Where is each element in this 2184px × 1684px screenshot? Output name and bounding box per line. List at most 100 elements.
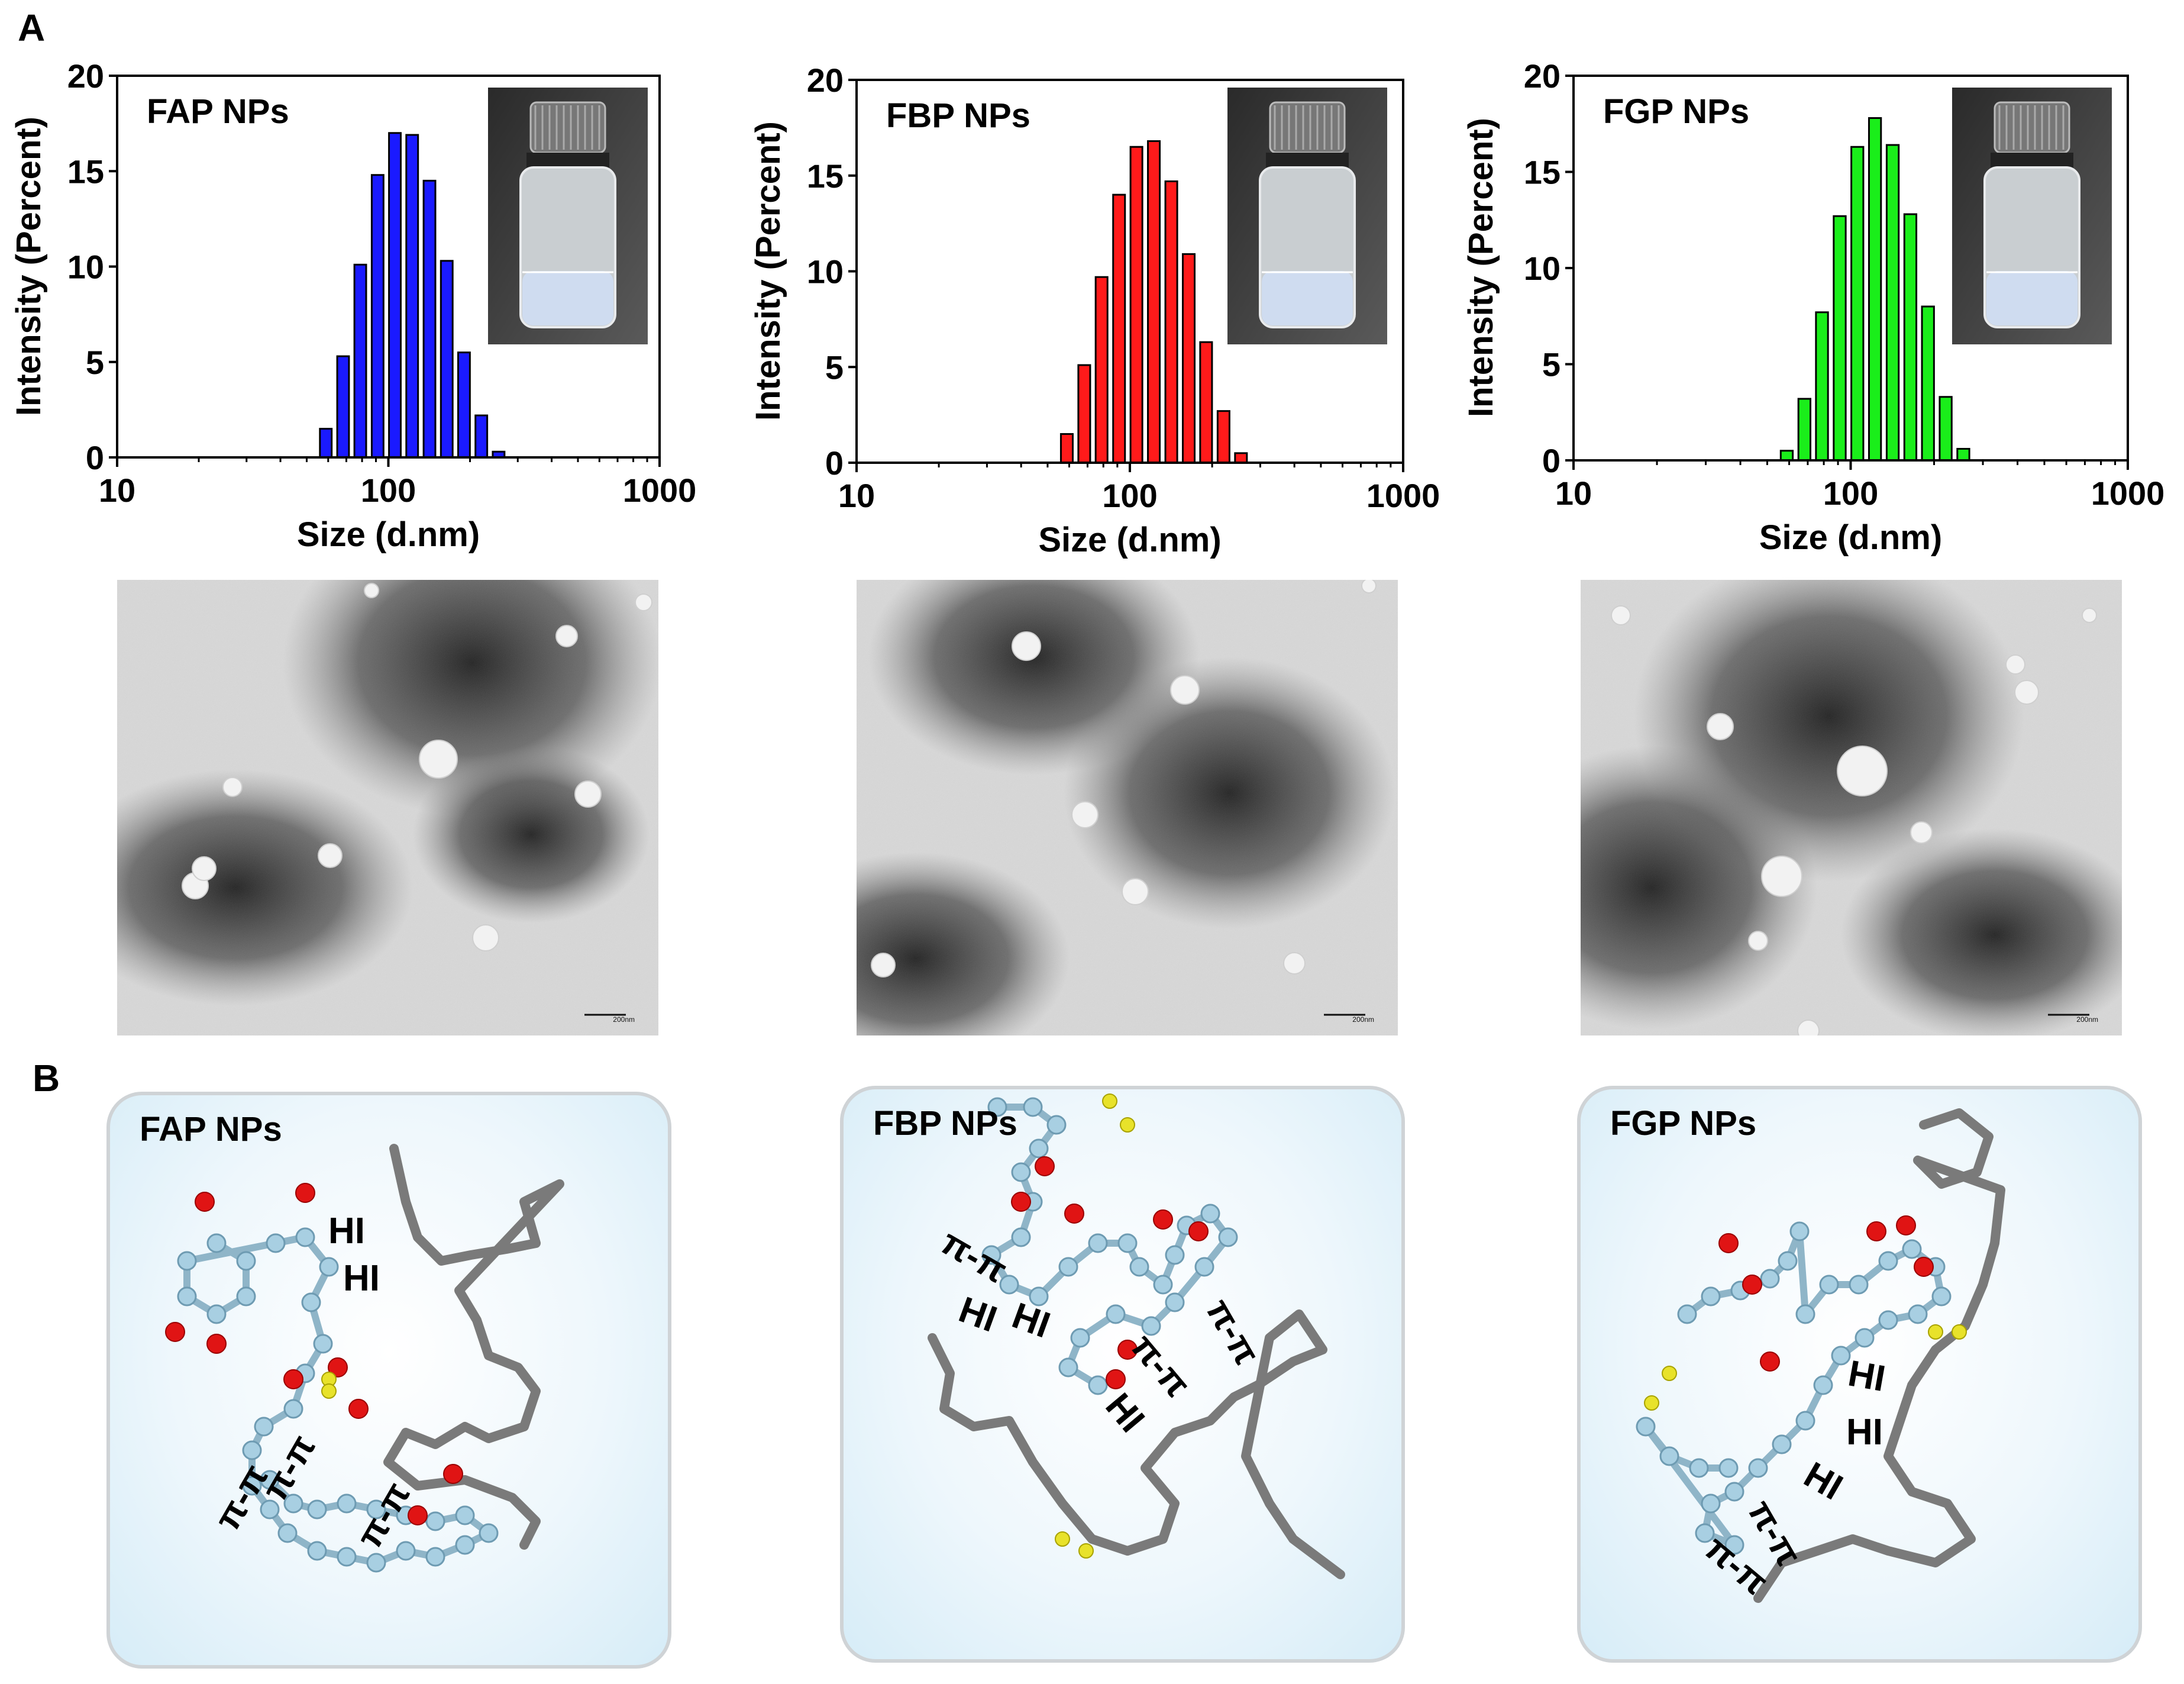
stick-backbone [1753,1108,2005,1603]
atom-oxygen [165,1322,185,1342]
atom-carbon [1689,1458,1709,1478]
interaction-label: HI [954,1289,1002,1340]
interaction-label: HI [1007,1295,1055,1346]
atom-carbon [1724,1535,1744,1555]
atom-carbon [1046,1115,1067,1135]
bar [1797,398,1811,462]
atom-sulfur [1102,1093,1117,1109]
bar [405,134,419,459]
nanoparticle [192,856,217,881]
atom-carbon [206,1233,227,1253]
atom-carbon [236,1251,256,1271]
atom-carbon [1695,1523,1715,1543]
tem-noise [117,580,658,1035]
nanoparticle [222,777,243,797]
atom-carbon [1795,1411,1815,1431]
y-tick-label: 5 [825,349,844,386]
y-tick-label: 0 [1542,442,1561,479]
y-tick-label: 15 [67,153,104,190]
atom-carbon [254,1417,274,1437]
atom-carbon [277,1523,298,1543]
atom-oxygen [1188,1221,1209,1241]
bar [1059,433,1074,464]
atom-oxygen [1035,1156,1055,1176]
nanoparticle [472,924,499,951]
tem-noise [1581,580,2122,1035]
x-axis-label: Size (d.nm) [297,515,480,554]
y-tick-label: 10 [1524,250,1561,287]
x-tick-label: 100 [1102,477,1157,514]
atom-carbon [396,1541,416,1561]
atom-oxygen [1760,1351,1780,1372]
bar [1129,146,1143,464]
atom-carbon [1908,1304,1928,1324]
atom-carbon [1636,1417,1656,1437]
atom-carbon [1813,1375,1833,1395]
atom-carbon [1902,1239,1922,1259]
molecule-card-title: FGP NPs [1610,1104,1757,1143]
vial-photo [1227,88,1387,344]
atom-oxygen [348,1399,369,1419]
bar [353,263,367,459]
atom-carbon [1117,1233,1138,1253]
dls-chart-0: 0 5 10 15 20 10 100 1000 FAP NPs Size (d.nm) Inten… [9,57,696,554]
molecule-card-fgp: HI HI HI π-π π-π FGP NPs [1577,1086,2142,1663]
atom-carbon [1849,1275,1869,1295]
interaction-label: π-π [1198,1292,1268,1372]
atom-carbon [1129,1257,1149,1277]
atom-carbon [260,1470,280,1490]
bar [1833,215,1847,462]
y-axis-label: Intensity (Percent) [1462,118,1500,417]
x-tick-label: 1000 [623,472,697,509]
nanoparticle [2005,654,2025,675]
x-tick-label: 100 [1823,475,1878,512]
nanoparticle [1071,801,1099,828]
atom-oxygen [1153,1209,1173,1230]
bar [1885,144,1900,462]
atom-oxygen [1106,1369,1126,1389]
atom-carbon [1011,1162,1031,1182]
atom-sulfur [321,1383,337,1399]
atom-sulfur [1928,1324,1943,1340]
nanoparticle [2014,680,2039,705]
atom-carbon [266,1233,286,1253]
stick-backbone [383,1144,564,1550]
atom-carbon [242,1476,262,1496]
atom-carbon [295,1227,315,1247]
atom-oxygen [1117,1340,1138,1360]
y-tick-label: 20 [1524,57,1561,95]
panel-label-b: B [33,1057,60,1099]
atom-carbon [1760,1269,1780,1289]
atom-carbon [1106,1304,1126,1324]
bar [1181,253,1196,464]
nanoparticle [419,740,458,779]
bar [336,355,350,459]
atom-oxygen [1742,1275,1762,1295]
nanoparticle [1170,675,1200,705]
y-axis-label: Intensity (Percent) [749,121,787,421]
x-tick-label: 1000 [2091,475,2165,512]
nanoparticle [555,625,578,647]
bar [1164,180,1178,464]
bar [1850,146,1865,462]
atom-carbon [455,1505,475,1525]
y-tick-label: 10 [807,253,844,291]
atom-carbon [242,1440,262,1460]
atom-carbon [1058,1357,1078,1377]
nanoparticle [2082,608,2097,623]
dls-chart-2: 0 5 10 15 20 10 100 1000 FGP NPs Size (d.nm) Inten… [1462,57,2164,557]
tem-scale-label: 200nm [2076,1015,2098,1024]
nanoparticle [1837,746,1888,796]
atom-carbon [981,1245,1001,1265]
atom-oxygen [195,1192,215,1212]
bar [370,174,385,459]
molecule-card-fbp: π-π HI HI π-π π-π HI FBP NPs [840,1086,1405,1663]
chart-title: FAP NPs [147,92,289,131]
y-axis-label: Intensity (Percent) [9,117,48,416]
bar [388,132,402,459]
dls-charts: 0 5 10 15 20 10 100 1000 FAP NPs Size (d.nm) Inten… [9,57,2164,559]
atom-carbon [1789,1221,1810,1241]
bar [319,428,333,459]
atom-sulfur [1644,1395,1659,1411]
atom-carbon [1218,1227,1238,1247]
